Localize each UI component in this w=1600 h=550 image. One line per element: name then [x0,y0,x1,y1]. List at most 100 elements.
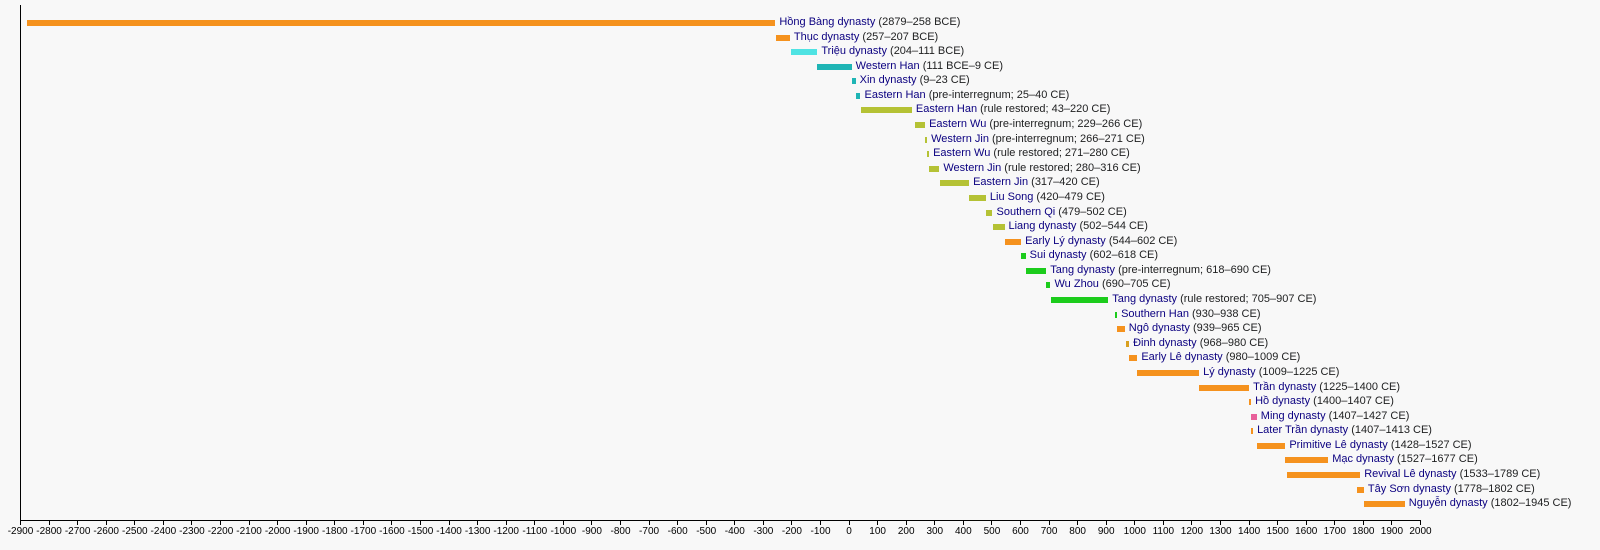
dynasty-link[interactable]: Ming dynasty [1260,409,1326,422]
dynasty-period: (544–602 CE) [1105,234,1178,247]
dynasty-link[interactable]: Eastern Jin [973,176,1029,189]
x-tick-label: 900 [1097,526,1115,537]
dynasty-label: Liang dynasty (502–544 CE) [1009,220,1148,233]
x-tick [334,520,336,525]
dynasty-link[interactable]: Xin dynasty [859,74,917,87]
x-tick-label: -2900 [7,526,34,537]
dynasty-bar [1363,501,1405,508]
dynasty-label: Western Jin (rule restored; 280–316 CE) [943,162,1140,175]
x-tick [620,520,621,525]
x-tick-label: -800 [610,526,631,537]
dynasty-link[interactable]: Liu Song [989,190,1034,203]
dynasty-period: (420–479 CE) [1033,190,1105,203]
dynasty-link[interactable]: Eastern Han [915,103,978,116]
dynasty-period: (968–980 CE) [1196,336,1269,349]
dynasty-period: (1407–1413 CE) [1348,424,1432,437]
dynasty-link[interactable]: Southern Han [1121,307,1189,320]
dynasty-period: (1428–1527 CE) [1387,438,1472,451]
x-tick-label: -2500 [121,526,148,537]
dynasty-bar [1199,384,1250,391]
x-tick [105,520,107,525]
dynasty-link[interactable]: Tang dynasty [1050,263,1116,276]
dynasty-period: (rule restored; 705–907 CE) [1177,293,1317,306]
dynasty-link[interactable]: Trần dynasty [1253,380,1317,393]
x-tick-label: -500 [696,526,717,537]
dynasty-link[interactable]: Sui dynasty [1029,249,1087,262]
x-tick-label: -2400 [150,526,177,537]
x-tick-label: 1600 [1295,526,1318,537]
dynasty-label: Southern Qi (479–502 CE) [997,206,1127,219]
dynasty-bar [1114,311,1118,318]
dynasty-link[interactable]: Mạc dynasty [1332,453,1394,466]
dynasty-link[interactable]: Western Jin [931,132,989,145]
dynasty-link[interactable]: Eastern Han [864,88,926,101]
dynasty-link[interactable]: Hồng Bàng dynasty [779,16,876,28]
x-tick [648,520,650,525]
dynasty-label: Wu Zhou (690–705 CE) [1055,278,1171,291]
x-tick-label: -300 [753,526,774,537]
x-tick-label: -2300 [179,526,205,537]
x-tick [1305,520,1307,525]
x-tick [391,520,393,525]
dynasty-bar [1004,238,1022,245]
x-tick-label: -700 [639,526,660,537]
dynasty-link[interactable]: Wu Zhou [1054,278,1099,291]
dynasty-link[interactable]: Tây Sơn dynasty [1367,482,1451,495]
dynasty-link[interactable]: Western Jin [943,161,1002,174]
dynasty-link[interactable]: Thục dynasty [793,30,860,43]
dynasty-link[interactable]: Đinh dynasty [1133,336,1197,349]
x-tick [962,520,964,525]
dynasty-link[interactable]: Eastern Wu [933,147,991,160]
dynasty-bar [1285,457,1329,464]
x-tick-label: -200 [781,526,802,537]
dynasty-bar [856,92,861,99]
x-tick-label: 700 [1040,526,1058,537]
dynasty-period: (257–207 BCE) [859,30,939,43]
dynasty-link[interactable]: Tang dynasty [1112,293,1178,306]
dynasty-link[interactable]: Later Trần dynasty [1257,424,1349,437]
x-tick [1077,520,1079,525]
dynasty-link[interactable]: Ngô dynasty [1128,322,1190,335]
x-tick [705,520,707,525]
dynasty-period: (111 BCE–9 CE) [919,59,1003,72]
dynasty-link[interactable]: Western Han [855,59,920,72]
x-tick [220,520,221,525]
dynasty-period: (1533–1789 CE) [1456,467,1541,480]
x-tick [877,520,879,525]
x-tick-label: 2000 [1409,526,1432,537]
dynasty-link[interactable]: Southern Qi [996,205,1056,218]
dynasty-label: Eastern Wu (pre-interregnum; 229–266 CE) [929,118,1142,131]
dynasty-label: Eastern Han (pre-interregnum; 25–40 CE) [865,89,1070,102]
x-tick-label: 1200 [1180,526,1204,537]
dynasty-bar [1117,326,1125,333]
dynasty-period: (pre-interregnum; 229–266 CE) [986,118,1143,131]
dynasty-link[interactable]: Eastern Wu [929,118,987,131]
x-tick-label: -1800 [321,526,348,537]
x-tick-label: -1500 [407,526,434,537]
dynasty-period: (502–544 CE) [1076,220,1148,233]
dynasty-link[interactable]: Early Lê dynasty [1141,351,1223,364]
x-tick [1334,520,1336,525]
dynasty-link[interactable]: Lý dynasty [1203,365,1256,378]
dynasty-label: Mạc dynasty (1527–1677 CE) [1332,453,1478,466]
x-tick [1191,520,1193,525]
dynasty-period: (9–23 CE) [916,74,970,87]
dynasty-bar [992,224,1005,231]
x-tick [791,520,793,525]
dynasty-link[interactable]: Hồ dynasty [1255,395,1311,408]
dynasty-bar [1137,369,1200,376]
dynasty-link[interactable]: Primitive Lê dynasty [1289,438,1388,451]
dynasty-link[interactable]: Early Lý dynasty [1025,234,1106,247]
x-tick [77,520,79,525]
dynasty-label: Primitive Lê dynasty (1428–1527 CE) [1289,439,1471,452]
dynasty-bar [861,107,912,114]
dynasty-link[interactable]: Triệu dynasty [821,45,887,58]
dynasty-link[interactable]: Nguyễn dynasty [1408,497,1488,510]
dynasty-label: Trần dynasty (1225–1400 CE) [1253,381,1400,394]
dynasty-bar [1251,428,1254,435]
x-tick [562,520,564,525]
x-tick-label: 200 [897,526,915,537]
dynasty-link[interactable]: Liang dynasty [1008,220,1077,233]
dynasty-link[interactable]: Revival Lê dynasty [1364,467,1457,480]
